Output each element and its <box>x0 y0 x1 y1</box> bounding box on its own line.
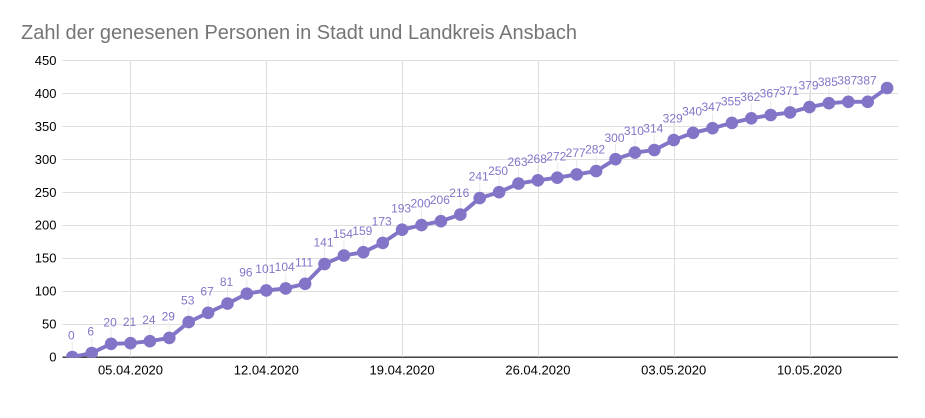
svg-text:50: 50 <box>42 317 56 332</box>
svg-text:12.04.2020: 12.04.2020 <box>234 363 299 378</box>
svg-text:193: 193 <box>391 201 411 215</box>
svg-text:154: 154 <box>333 227 353 241</box>
svg-text:400: 400 <box>35 86 57 101</box>
svg-text:329: 329 <box>663 112 683 126</box>
svg-text:101: 101 <box>255 262 275 276</box>
svg-text:200: 200 <box>35 218 57 233</box>
svg-text:250: 250 <box>35 185 57 200</box>
svg-text:216: 216 <box>449 186 469 200</box>
svg-text:67: 67 <box>200 284 214 298</box>
svg-text:300: 300 <box>35 152 57 167</box>
svg-text:314: 314 <box>643 122 663 136</box>
svg-text:350: 350 <box>35 119 57 134</box>
svg-text:111: 111 <box>295 255 314 269</box>
svg-text:387: 387 <box>837 73 857 87</box>
svg-text:362: 362 <box>740 90 760 104</box>
svg-text:385: 385 <box>818 75 838 89</box>
svg-text:Zahl der genesenen Personen in: Zahl der genesenen Personen in Stadt und… <box>21 22 577 44</box>
svg-text:300: 300 <box>604 131 624 145</box>
svg-text:19.04.2020: 19.04.2020 <box>370 363 435 378</box>
svg-text:24: 24 <box>142 313 156 327</box>
svg-text:150: 150 <box>35 251 57 266</box>
svg-text:200: 200 <box>410 197 430 211</box>
svg-text:104: 104 <box>275 260 295 274</box>
svg-text:347: 347 <box>701 100 721 114</box>
svg-text:282: 282 <box>585 143 605 157</box>
svg-text:268: 268 <box>527 152 547 166</box>
svg-text:241: 241 <box>469 170 489 184</box>
svg-text:100: 100 <box>35 284 57 299</box>
svg-text:20: 20 <box>103 315 117 329</box>
svg-text:367: 367 <box>760 87 780 101</box>
svg-text:53: 53 <box>181 294 195 308</box>
svg-text:81: 81 <box>220 275 234 289</box>
svg-text:263: 263 <box>507 155 527 169</box>
svg-text:277: 277 <box>566 146 586 160</box>
svg-text:10.05.2020: 10.05.2020 <box>777 363 842 378</box>
svg-text:159: 159 <box>352 224 372 238</box>
svg-text:26.04.2020: 26.04.2020 <box>505 363 570 378</box>
svg-text:96: 96 <box>239 265 253 279</box>
svg-text:141: 141 <box>313 236 333 250</box>
svg-text:371: 371 <box>779 84 799 98</box>
svg-text:05.04.2020: 05.04.2020 <box>98 363 163 378</box>
svg-text:173: 173 <box>372 215 392 229</box>
svg-text:387: 387 <box>857 73 877 87</box>
svg-text:0: 0 <box>68 329 75 343</box>
svg-text:272: 272 <box>546 149 566 163</box>
svg-text:03.05.2020: 03.05.2020 <box>641 363 706 378</box>
svg-text:29: 29 <box>162 310 176 324</box>
svg-text:310: 310 <box>624 124 644 138</box>
svg-text:0: 0 <box>49 350 56 365</box>
svg-text:340: 340 <box>682 104 702 118</box>
svg-text:6: 6 <box>87 325 94 339</box>
svg-text:355: 355 <box>721 95 741 109</box>
svg-text:379: 379 <box>798 79 818 93</box>
svg-text:206: 206 <box>430 193 450 207</box>
svg-text:250: 250 <box>488 164 508 178</box>
svg-text:450: 450 <box>35 53 57 68</box>
svg-text:21: 21 <box>123 315 137 329</box>
